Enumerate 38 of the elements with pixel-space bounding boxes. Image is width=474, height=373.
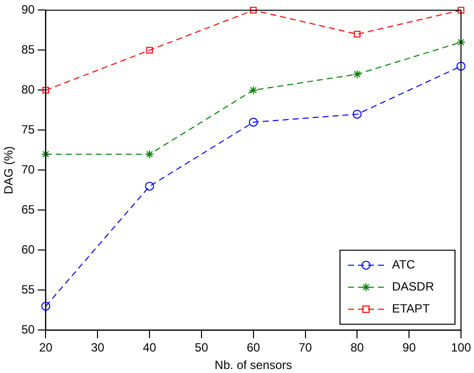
point xyxy=(458,6,464,14)
y-tick-label: 85 xyxy=(21,42,36,57)
x-tick-label: 30 xyxy=(90,340,105,355)
y-axis-title: DAG (%) xyxy=(2,146,16,194)
point xyxy=(145,182,154,191)
x-tick-label: 70 xyxy=(298,340,312,355)
y-tick-label: 90 xyxy=(21,2,36,17)
x-tick-label: 50 xyxy=(194,340,208,355)
point xyxy=(41,150,50,159)
x-tick-label: 100 xyxy=(450,340,472,355)
y-tick-label: 75 xyxy=(21,122,36,137)
point xyxy=(250,6,257,14)
x-tick-label: 80 xyxy=(350,340,364,355)
x-tick-label: 40 xyxy=(142,340,157,355)
point xyxy=(354,30,361,38)
y-tick-label: 65 xyxy=(21,202,36,217)
x-tick-label: 90 xyxy=(402,340,416,355)
x-tick-label: 60 xyxy=(246,340,260,355)
legend-label: ATC xyxy=(392,258,416,272)
point xyxy=(146,46,153,54)
point xyxy=(42,86,50,94)
point xyxy=(352,110,362,119)
x-axis-title: Nb. of sensors xyxy=(214,358,292,372)
point xyxy=(41,302,50,311)
point xyxy=(456,62,466,71)
y-tick-label: 50 xyxy=(21,322,36,337)
legend-label: ETAPT xyxy=(392,302,430,316)
y-tick-label: 70 xyxy=(21,162,36,177)
point xyxy=(248,86,258,95)
y-tick-label: 60 xyxy=(21,242,36,257)
point xyxy=(456,38,466,47)
point xyxy=(352,70,362,79)
y-tick-label: 80 xyxy=(21,82,36,97)
point xyxy=(248,118,258,127)
x-tick-label: 20 xyxy=(39,340,53,355)
legend-label: DASDR xyxy=(392,280,434,294)
y-tick-label: 55 xyxy=(21,282,36,297)
point xyxy=(145,150,154,159)
